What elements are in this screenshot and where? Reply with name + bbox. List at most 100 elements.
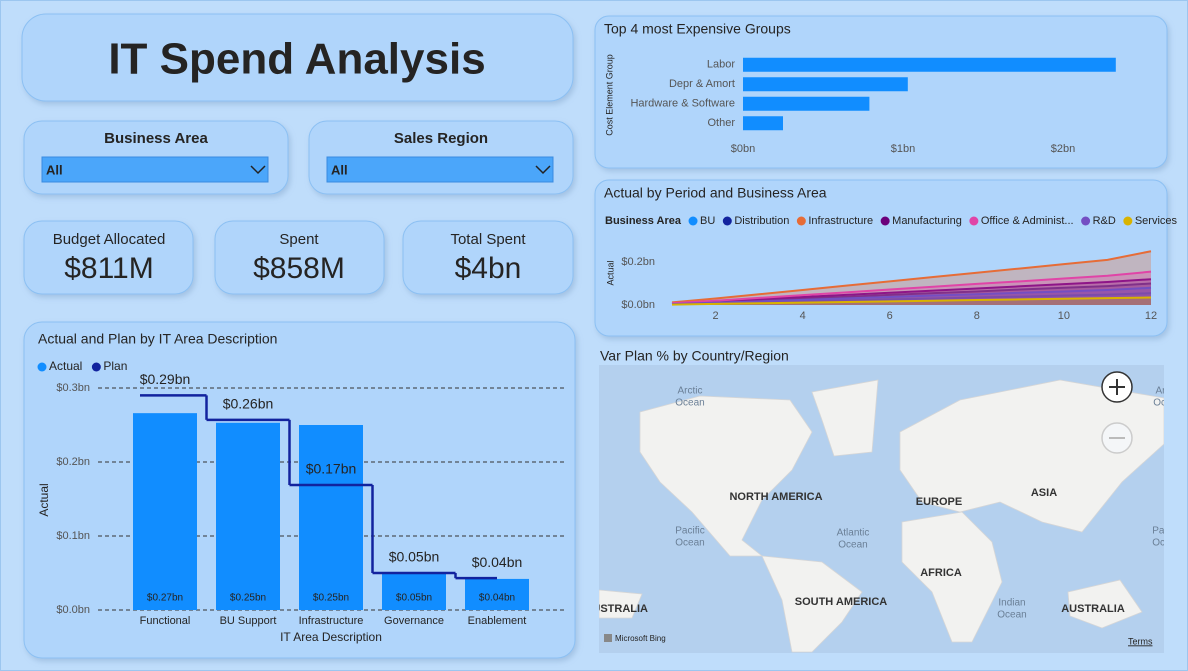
- y-axis-title: Cost Element Group: [604, 54, 614, 136]
- filter-label: Business Area: [104, 130, 208, 147]
- chevron[interactable]: [535, 165, 551, 175]
- bing-logo: [604, 634, 612, 642]
- land: [761, 555, 863, 653]
- bar: [382, 573, 446, 610]
- x-tick-label: 2: [712, 310, 718, 322]
- chart-panel: [594, 179, 1168, 337]
- chart-title: Actual by Period and Business Area: [604, 185, 827, 201]
- legend-label: Actual: [49, 359, 82, 373]
- legend-marker: [722, 216, 732, 226]
- legend-marker: [969, 216, 979, 226]
- data-label: $0.25bn: [230, 593, 266, 604]
- x-tick-label: 6: [887, 310, 893, 322]
- region-label: AUSTRALIA: [1061, 603, 1125, 615]
- card-value: $4bn: [455, 252, 522, 285]
- bar: [299, 425, 363, 610]
- dropdown-value[interactable]: All: [46, 162, 63, 177]
- region-label: AUSTRALIA: [584, 603, 648, 615]
- chart-panel: [594, 15, 1168, 169]
- ocean-label: Ocean: [997, 610, 1026, 621]
- x-tick-label: 8: [974, 310, 980, 322]
- zoom-in-icon[interactable]: [1109, 379, 1125, 395]
- map-terms[interactable]: Terms: [1128, 636, 1153, 646]
- title-panel: [21, 13, 574, 102]
- bar: [465, 578, 529, 610]
- y-axis-title: Actual: [605, 260, 615, 285]
- region-label: EUROPE: [916, 496, 962, 508]
- card-panel: [402, 220, 574, 295]
- land: [899, 379, 1164, 533]
- x-axis-title: IT Area Description: [280, 630, 382, 644]
- dropdown-value[interactable]: All: [331, 162, 348, 177]
- legend-label: Office & Administ...: [981, 215, 1074, 227]
- page-title: IT Spend Analysis: [108, 35, 485, 84]
- legend-label: R&D: [1093, 215, 1116, 227]
- y-tick-label: $0.3bn: [56, 382, 90, 394]
- chevron[interactable]: [250, 165, 266, 175]
- legend-marker: [91, 362, 101, 372]
- land: [1067, 579, 1143, 629]
- area-line: [671, 286, 1152, 306]
- y-axis-title: Actual: [37, 483, 51, 516]
- ocean-label: Ocean: [675, 538, 704, 549]
- data-label: $0.29bn: [140, 371, 191, 387]
- legend-marker: [880, 216, 890, 226]
- y-tick-label: Other: [707, 117, 735, 129]
- y-tick-label: $0.0bn: [621, 299, 655, 311]
- area-line: [671, 278, 1152, 305]
- x-tick-label: 4: [800, 310, 806, 322]
- legend-label: Plan: [103, 359, 127, 373]
- dropdown[interactable]: All: [41, 156, 269, 183]
- area-line: [671, 270, 1152, 305]
- bar: [743, 77, 908, 92]
- chart-title: Actual and Plan by IT Area Description: [38, 331, 277, 347]
- dropdown-box[interactable]: [326, 156, 554, 183]
- data-label: $0.04bn: [479, 593, 515, 604]
- bar: [133, 413, 197, 610]
- legend-title: Business Area: [605, 215, 682, 227]
- ocean-label: Atlantic: [837, 528, 870, 539]
- x-tick-label: BU Support: [220, 615, 277, 627]
- bar: [743, 116, 783, 131]
- y-tick-label: $0.1bn: [56, 530, 90, 542]
- x-tick-label: $0bn: [731, 143, 755, 155]
- ocean-label: Arctic: [678, 386, 703, 397]
- x-tick-label: $2bn: [1051, 143, 1075, 155]
- land: [639, 395, 813, 557]
- chart-title: Top 4 most Expensive Groups: [604, 21, 791, 37]
- map[interactable]: Arctic Ocean Arctic Ocean Pacific Ocean …: [584, 365, 1182, 653]
- dropdown[interactable]: All: [326, 156, 554, 183]
- ocean-label: Ocean: [1152, 538, 1181, 549]
- ocean-label: Ocean: [838, 540, 867, 551]
- bar: [743, 57, 1116, 72]
- x-tick-label: Infrastructure: [299, 615, 364, 627]
- ocean-label: Arctic: [1156, 386, 1181, 397]
- legend-marker: [796, 216, 806, 226]
- card-label: Total Spent: [450, 231, 526, 248]
- legend-label: Services: [1135, 215, 1178, 227]
- data-label: $0.04bn: [472, 554, 523, 570]
- x-tick-label: $1bn: [891, 143, 915, 155]
- data-label: $0.25bn: [313, 593, 349, 604]
- card-value: $858M: [253, 252, 345, 285]
- y-tick-label: Hardware & Software: [630, 98, 735, 110]
- area-line: [671, 296, 1152, 306]
- area-line: [671, 250, 1152, 304]
- y-tick-label: $0.0bn: [56, 604, 90, 616]
- y-tick-label: $0.2bn: [56, 456, 90, 468]
- x-tick-label: 10: [1058, 310, 1070, 322]
- dropdown-box[interactable]: [41, 156, 269, 183]
- land: [599, 589, 643, 619]
- legend-marker: [37, 362, 47, 372]
- map-attribution: Microsoft Bing: [615, 634, 666, 643]
- data-label: $0.05bn: [389, 549, 440, 565]
- legend-label: Infrastructure: [808, 215, 873, 227]
- map-title: Var Plan % by Country/Region: [600, 348, 789, 364]
- card-panel: [214, 220, 385, 295]
- ocean-label: Pacific: [1152, 526, 1181, 537]
- y-tick-label: Labor: [707, 59, 735, 71]
- legend-marker: [1081, 216, 1091, 226]
- region-label: ASIA: [1031, 487, 1057, 499]
- legend-label: Distribution: [734, 215, 789, 227]
